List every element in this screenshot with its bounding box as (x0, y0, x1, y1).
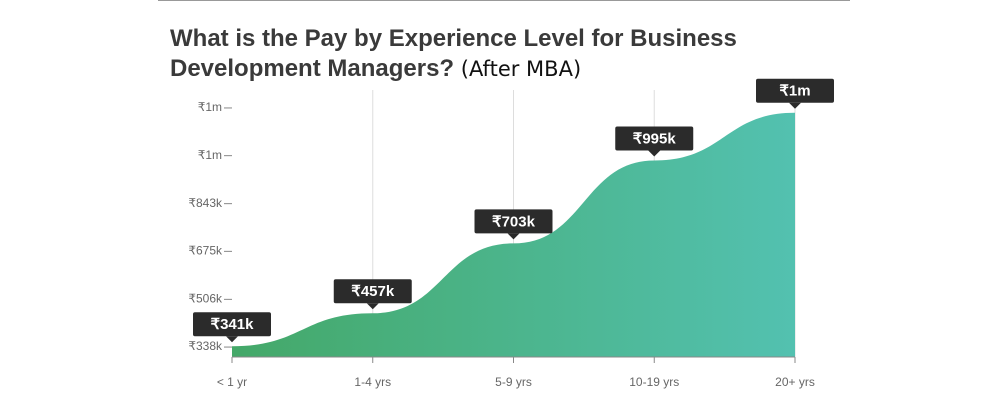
y-tick-label: ₹506k (188, 292, 223, 306)
value-label-pointer (507, 233, 520, 240)
value-label-pointer (648, 150, 661, 157)
value-label-box (193, 312, 271, 337)
value-label-pointer (789, 102, 801, 109)
value-label: ₹703k (492, 213, 536, 230)
x-tick-label: 1-4 yrs (354, 375, 391, 389)
value-label-box (756, 78, 834, 103)
y-tick-label: ₹1m (198, 148, 222, 162)
value-label-box (333, 279, 412, 304)
y-tick-label: ₹1m (198, 100, 222, 114)
x-tick-label: 10-19 yrs (629, 375, 679, 389)
y-tick-label: ₹675k (188, 244, 223, 258)
value-label-box (615, 126, 694, 151)
x-tick-label: 5-9 yrs (495, 375, 532, 389)
y-tick-label: ₹843k (188, 196, 223, 210)
value-label: ₹341k (211, 316, 255, 333)
value-label: ₹457k (351, 283, 395, 300)
x-tick-label: < 1 yr (217, 375, 247, 389)
y-tick-label: ₹338k (188, 339, 223, 353)
value-label-pointer (226, 336, 238, 343)
value-label-box (474, 209, 553, 234)
area (232, 112, 795, 357)
chart-title: What is the Pay by Experience Level for … (170, 24, 770, 84)
value-label-pointer (366, 303, 379, 310)
value-label: ₹1m (779, 83, 810, 100)
subtitle: (After MBA) (460, 57, 582, 81)
value-label: ₹995k (633, 130, 677, 147)
title-text: What is the Pay by Experience Level for … (170, 25, 737, 82)
x-tick-label: 20+ yrs (775, 375, 815, 389)
